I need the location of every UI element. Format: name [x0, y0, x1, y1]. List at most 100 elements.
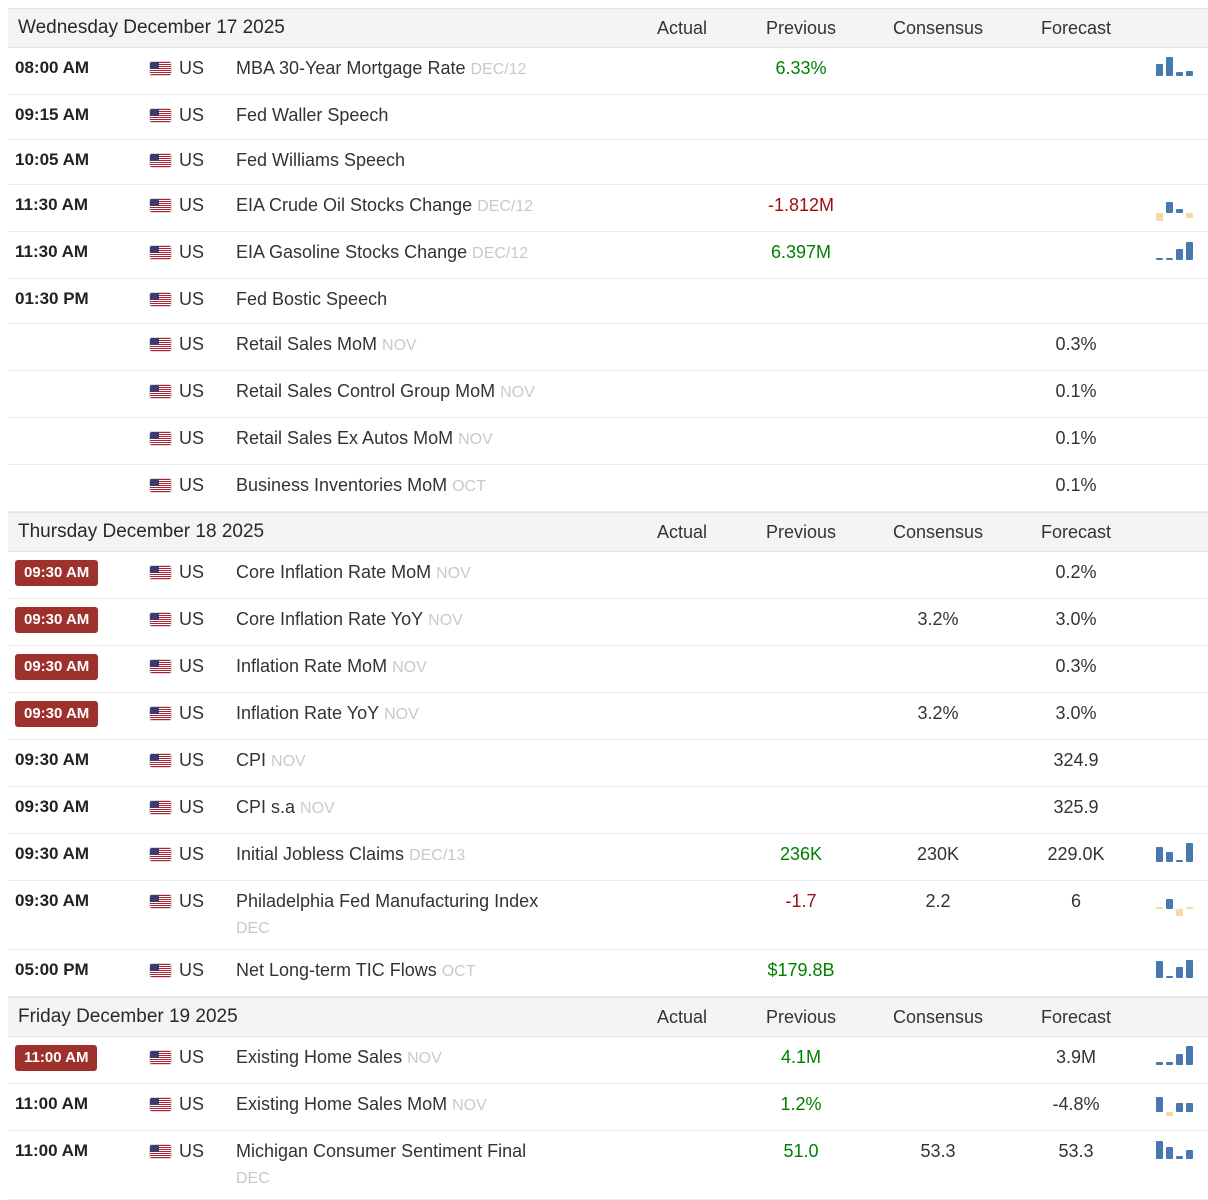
mini-chart-icon[interactable] [1154, 840, 1194, 870]
chart-cell [1139, 193, 1208, 221]
event-time: 01:30 PM [15, 289, 89, 308]
mini-chart-icon[interactable] [1154, 54, 1194, 84]
forecast-value: 0.2% [1055, 562, 1097, 582]
forecast-value: 3.0% [1055, 703, 1097, 723]
event-time-badge: 09:30 AM [15, 560, 99, 586]
mini-chart-icon[interactable] [1154, 1043, 1194, 1073]
event-row[interactable]: US Business Inventories MoM OCT 0.1% [8, 465, 1208, 512]
mini-chart-icon[interactable] [1154, 191, 1194, 221]
event-row[interactable]: 09:30 AM US Core Inflation Rate YoY NOV 3… [8, 599, 1208, 646]
us-flag-icon [150, 198, 171, 212]
day-header-date: Friday December 19 2025 [18, 1006, 238, 1027]
mini-chart-bar [1175, 909, 1183, 916]
event-row[interactable]: 09:30 AM US Inflation Rate MoM NOV 0.3% [8, 646, 1208, 693]
event-name[interactable]: CPI [236, 750, 267, 770]
country-label: US [179, 58, 205, 78]
event-cell: Philadelphia Fed Manufacturing Index DEC [236, 889, 625, 941]
event-period-tag: DEC/12 [470, 61, 527, 78]
event-row[interactable]: 11:30 AM US EIA Crude Oil Stocks Change D… [8, 185, 1208, 232]
us-flag-icon [150, 245, 171, 259]
event-name[interactable]: Michigan Consumer Sentiment Final [236, 1141, 527, 1161]
mini-chart-icon[interactable] [1154, 1090, 1194, 1120]
event-row[interactable]: 09:30 AM US Initial Jobless Claims DEC/13… [8, 834, 1208, 881]
event-period-tag: OCT [452, 478, 486, 495]
mini-chart-icon[interactable] [1154, 887, 1194, 917]
previous-value: 1.2% [780, 1094, 822, 1114]
event-row[interactable]: 09:30 AM US Philadelphia Fed Manufacturi… [8, 881, 1208, 950]
event-name[interactable]: Fed Bostic Speech [236, 289, 388, 309]
event-name[interactable]: CPI s.a [236, 797, 296, 817]
event-country: US [148, 240, 236, 264]
event-name[interactable]: Existing Home Sales MoM [236, 1094, 448, 1114]
event-name[interactable]: Business Inventories MoM [236, 475, 448, 495]
event-name[interactable]: Net Long-term TIC Flows [236, 960, 437, 980]
event-row[interactable]: 08:00 AM US MBA 30-Year Mortgage Rate DEC… [8, 48, 1208, 95]
column-header-actual: Actual [656, 18, 708, 38]
calendar-day-section: Friday December 19 2025 Actual Previous … [8, 997, 1208, 1200]
event-row[interactable]: US Retail Sales Control Group MoM NOV 0.1… [8, 371, 1208, 418]
event-country: US [148, 560, 236, 584]
event-name[interactable]: Existing Home Sales [236, 1047, 403, 1067]
event-country: US [148, 795, 236, 819]
chart-cell [1139, 1139, 1208, 1167]
event-name[interactable]: Initial Jobless Claims [236, 844, 405, 864]
country-label: US [179, 797, 205, 817]
event-period-tag: DEC/12 [472, 245, 529, 262]
event-row[interactable]: 09:30 AM US CPI NOV 324.9 [8, 740, 1208, 787]
event-row[interactable]: 05:00 PM US Net Long-term TIC Flows OCT $… [8, 950, 1208, 997]
event-name[interactable]: Retail Sales MoM [236, 334, 378, 354]
event-row[interactable]: 09:30 AM US CPI s.a NOV 325.9 [8, 787, 1208, 834]
country-label: US [179, 656, 205, 676]
event-row[interactable]: 11:00 AM US Michigan Consumer Sentiment … [8, 1131, 1208, 1200]
event-country: US [148, 287, 236, 311]
event-name[interactable]: Retail Sales Control Group MoM [236, 381, 496, 401]
mini-chart-bar [1185, 242, 1193, 260]
day-header-row: Friday December 19 2025 Actual Previous … [8, 997, 1208, 1037]
us-flag-icon [150, 963, 171, 977]
mini-chart-icon[interactable] [1154, 1137, 1194, 1167]
country-label: US [179, 289, 205, 309]
event-name[interactable]: MBA 30-Year Mortgage Rate [236, 58, 466, 78]
mini-chart-icon[interactable] [1154, 238, 1194, 268]
event-row[interactable]: US Retail Sales MoM NOV 0.3% [8, 324, 1208, 371]
event-name[interactable]: EIA Gasoline Stocks Change [236, 242, 468, 262]
mini-chart-bar [1155, 213, 1163, 221]
event-row[interactable]: 11:00 AM US Existing Home Sales NOV 4.1M … [8, 1037, 1208, 1084]
us-flag-icon [150, 431, 171, 445]
event-name[interactable]: Core Inflation Rate MoM [236, 562, 432, 582]
event-name[interactable]: Inflation Rate YoY [236, 703, 380, 723]
event-row[interactable]: 09:30 AM US Core Inflation Rate MoM NOV 0… [8, 552, 1208, 599]
event-cell: Retail Sales Ex Autos MoM NOV [236, 426, 625, 456]
mini-chart-bar [1185, 1150, 1193, 1159]
mini-chart-icon[interactable] [1154, 956, 1194, 986]
country-label: US [179, 891, 205, 911]
event-row[interactable]: 09:15 AM US Fed Waller Speech [8, 95, 1208, 140]
event-name[interactable]: Inflation Rate MoM [236, 656, 388, 676]
event-period-tag: NOV [392, 659, 427, 676]
event-row[interactable]: 11:00 AM US Existing Home Sales MoM NOV 1… [8, 1084, 1208, 1131]
mini-chart-bar [1175, 967, 1183, 978]
event-period-tag: NOV [382, 337, 417, 354]
event-row[interactable]: US Retail Sales Ex Autos MoM NOV 0.1% [8, 418, 1208, 465]
event-time: 09:30 AM [15, 844, 90, 863]
event-row[interactable]: 10:05 AM US Fed Williams Speech [8, 140, 1208, 185]
event-name[interactable]: EIA Crude Oil Stocks Change [236, 195, 473, 215]
event-row[interactable]: 11:30 AM US EIA Gasoline Stocks Change DE… [8, 232, 1208, 279]
event-name[interactable]: Fed Williams Speech [236, 150, 406, 170]
event-row[interactable]: 09:30 AM US Inflation Rate YoY NOV 3.2% 3… [8, 693, 1208, 740]
event-cell: Fed Bostic Speech [236, 287, 625, 315]
column-header-previous: Previous [765, 18, 837, 38]
event-country: US [148, 889, 236, 913]
event-name[interactable]: Retail Sales Ex Autos MoM [236, 428, 454, 448]
event-name[interactable]: Philadelphia Fed Manufacturing Index [236, 891, 539, 911]
event-time: 08:00 AM [15, 58, 90, 77]
event-cell: EIA Gasoline Stocks Change DEC/12 [236, 240, 625, 270]
event-name[interactable]: Fed Waller Speech [236, 105, 389, 125]
column-header-consensus: Consensus [892, 18, 984, 38]
event-period-tag: NOV [428, 612, 463, 629]
previous-value: -1.812M [767, 195, 835, 215]
event-cell: Retail Sales Control Group MoM NOV [236, 379, 625, 409]
event-row[interactable]: 01:30 PM US Fed Bostic Speech [8, 279, 1208, 324]
event-time-badge: 11:00 AM [15, 1045, 98, 1071]
event-name[interactable]: Core Inflation Rate YoY [236, 609, 424, 629]
